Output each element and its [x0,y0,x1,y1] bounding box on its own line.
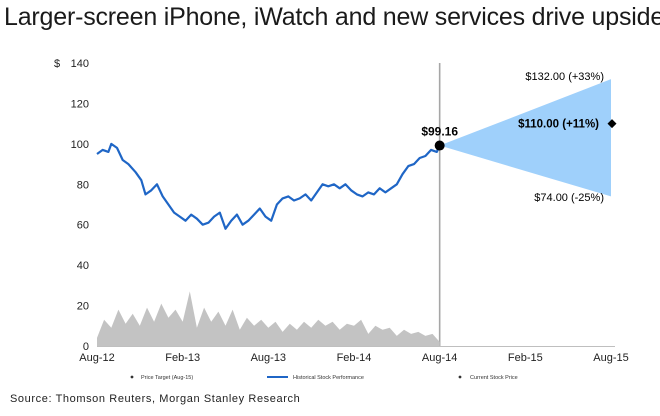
series-group [96,142,441,230]
price-target-cone-group [439,79,611,197]
price-target-base-label: $110.00 (+11%) [518,119,599,131]
x-tick-label: Feb-14 [337,352,372,364]
x-tick-label: Aug-12 [79,352,114,364]
historical-price-line [96,142,441,230]
price-target-base-point [607,119,617,129]
legend-price-target-marker [130,375,134,379]
price-target-cone [439,79,611,197]
x-tick-label: Feb-15 [508,352,543,364]
legend-price-target-label: Price Target (Aug-15) [141,375,193,381]
y-tick-label: 20 [77,301,89,313]
y-tick-label: 140 [71,58,89,70]
y-tick-label: 60 [77,220,89,232]
legend-historical-label: Historical Stock Performance [293,375,364,381]
chart-title: Larger-screen iPhone, iWatch and new ser… [4,3,660,31]
legend-group: Price Target (Aug-15) Historical Stock Pe… [130,375,518,381]
current-price-label: $99.16 [421,125,458,139]
x-tick-label: Aug-13 [251,352,286,364]
marker-group [434,119,617,151]
y-tick-label: 100 [71,139,89,151]
x-tick-label: Feb-13 [165,352,200,364]
price-target-bear-label: $74.00 (-25%) [534,192,604,204]
legend-current-price-marker [458,375,462,379]
y-tick-label: 0 [83,341,89,353]
volume-area-group [97,291,440,346]
price-target-bull-label: $132.00 (+33%) [525,71,604,83]
label-group: $99.16 $110.00 (+11%) $132.00 (+33%) $74.00… [421,71,604,204]
x-tick-label: Aug-14 [422,352,457,364]
y-tick-label: 80 [77,179,89,191]
chart-axes: $0 20 40 60 80 100 120 140 Aug-12 Feb-13 Aug-13 Feb… [54,58,629,364]
volume-area [97,291,440,346]
current-price-point [434,140,445,151]
y-tick-label: 40 [77,260,89,272]
y-axis-label: $ [54,58,60,70]
legend-current-price-label: Current Stock Price [470,375,518,381]
y-tick-label: 120 [71,98,89,110]
source-note: Source: Thomson Reuters, Morgan Stanley … [10,393,301,405]
x-tick-label: Aug-15 [593,352,628,364]
